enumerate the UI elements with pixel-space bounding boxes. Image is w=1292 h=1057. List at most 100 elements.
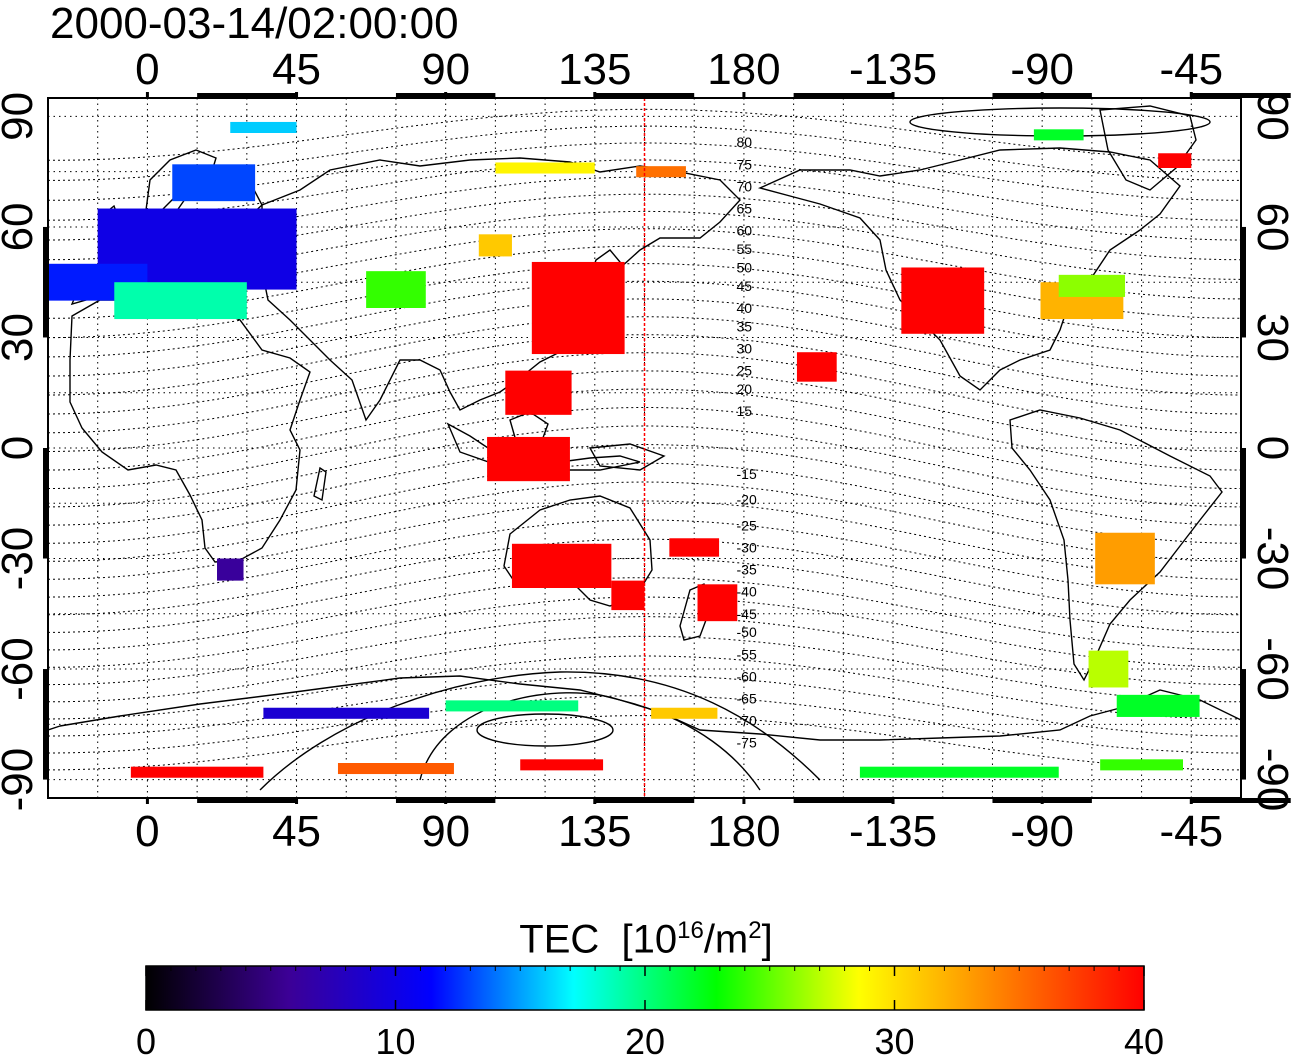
tec-patch bbox=[495, 162, 595, 174]
tec-patch bbox=[1033, 129, 1084, 141]
x-tick-label-bottom: -45 bbox=[1159, 807, 1223, 856]
tec-patch bbox=[1088, 650, 1129, 688]
frame-ticks bbox=[43, 92, 1291, 804]
axis-tick-labels: 0 0 45 45 90 90 135 135 180 180 -135 -135 -90 -90 -45 -… bbox=[0, 45, 1292, 856]
frame-bar bbox=[793, 798, 894, 803]
colorbar-unit-base: 10 bbox=[632, 917, 678, 962]
contour-label: -35 bbox=[737, 562, 757, 578]
contour-label: 60 bbox=[737, 223, 753, 239]
tec-patch bbox=[531, 261, 625, 355]
tec-patch bbox=[697, 584, 738, 622]
y-tick-label-right: 90 bbox=[1248, 92, 1292, 141]
x-tick-label-bottom: 90 bbox=[421, 807, 470, 856]
coastline-africa bbox=[69, 299, 311, 563]
contour-label: 40 bbox=[737, 300, 753, 316]
y-tick-label-left: -90 bbox=[0, 748, 42, 812]
tec-patch bbox=[901, 267, 985, 334]
geomagnetic-contour bbox=[48, 481, 1241, 562]
colorbar-tick-label: 0 bbox=[136, 1021, 156, 1057]
geomagnetic-contour bbox=[48, 462, 1241, 544]
frame-tick bbox=[145, 92, 149, 98]
x-tick-label-bottom: -90 bbox=[1010, 807, 1074, 856]
frame-bar bbox=[197, 93, 297, 98]
coastline-south-america bbox=[1009, 409, 1223, 682]
frame-tick bbox=[145, 798, 149, 804]
map-title: 2000-03-14/02:00:00 bbox=[50, 0, 459, 48]
contour-label: 25 bbox=[737, 363, 753, 379]
geomagnetic-contour bbox=[48, 500, 1241, 580]
contour-label: -40 bbox=[737, 584, 757, 600]
tec-patch bbox=[1095, 532, 1155, 585]
tec-patch bbox=[1116, 694, 1200, 717]
x-tick-label-top: -45 bbox=[1159, 45, 1223, 94]
geomagnetic-contour bbox=[48, 388, 1241, 471]
frame-bar bbox=[1241, 669, 1246, 780]
tec-patch bbox=[217, 558, 244, 581]
x-tick-label-top: 0 bbox=[135, 45, 159, 94]
x-tick-label-bottom: -135 bbox=[849, 807, 937, 856]
colorbar-title: TEC [1016/m2] bbox=[519, 917, 773, 962]
contour-label: -50 bbox=[737, 624, 757, 640]
x-tick-label-top: 180 bbox=[707, 45, 780, 94]
coastline-newzealand bbox=[679, 583, 713, 641]
frame-bar bbox=[992, 93, 1092, 98]
y-tick-label-right: 60 bbox=[1248, 202, 1292, 251]
tec-patch bbox=[1058, 274, 1126, 297]
colorbar-unit-div: /m bbox=[703, 917, 749, 962]
colorbar-tick-label: 30 bbox=[874, 1021, 914, 1057]
coastline-asia bbox=[261, 157, 741, 422]
colorbar-unit-exp: 16 bbox=[677, 917, 704, 944]
frame-tick bbox=[742, 798, 746, 804]
colorbar-unit-sq: 2 bbox=[748, 917, 762, 944]
frame-bar bbox=[43, 226, 48, 338]
contour-label: -65 bbox=[737, 691, 757, 707]
frame-bar bbox=[1191, 93, 1291, 98]
contour-label: 55 bbox=[737, 241, 753, 257]
tec-patch bbox=[114, 282, 247, 320]
geomagnetic-contour bbox=[48, 695, 1241, 754]
y-tick-label-right: -60 bbox=[1248, 637, 1292, 701]
lat-lon-grid bbox=[48, 98, 1241, 798]
tec-patch bbox=[337, 763, 454, 775]
tec-patch bbox=[636, 166, 686, 178]
frame-bar bbox=[43, 448, 48, 559]
contour-label: 50 bbox=[737, 259, 753, 275]
frame-tick bbox=[742, 92, 746, 98]
tec-patch bbox=[859, 766, 1059, 778]
y-tick-label-left: 90 bbox=[0, 92, 42, 141]
x-tick-label-bottom: 135 bbox=[558, 807, 631, 856]
contour-label: -60 bbox=[737, 668, 757, 684]
geomagnetic-contour bbox=[48, 616, 1241, 686]
frame-bar bbox=[1241, 226, 1246, 338]
contour-label: -30 bbox=[737, 539, 757, 555]
x-tick-label-top: -90 bbox=[1010, 45, 1074, 94]
geomagnetic-contour bbox=[48, 425, 1241, 508]
coastline-antarctica bbox=[48, 675, 1241, 798]
frame-bar bbox=[594, 798, 695, 803]
contour-label: 70 bbox=[737, 178, 753, 194]
contour-label: 35 bbox=[737, 318, 753, 334]
tec-patch bbox=[1158, 153, 1192, 168]
y-tick-label-right: 30 bbox=[1248, 313, 1292, 362]
geomagnetic-pole-contours bbox=[259, 107, 1211, 791]
contour-label: -45 bbox=[737, 606, 757, 622]
contour-label: 15 bbox=[737, 403, 753, 419]
y-tick-label-left: 30 bbox=[0, 313, 42, 362]
frame-bar bbox=[395, 798, 496, 803]
y-tick-label-left: 0 bbox=[0, 436, 42, 460]
colorbar-tick-label: 40 bbox=[1124, 1021, 1164, 1057]
south-pole-contour-outer bbox=[419, 692, 761, 791]
tec-patch bbox=[478, 234, 512, 257]
contour-label: 45 bbox=[737, 278, 753, 294]
tec-patch bbox=[505, 370, 572, 415]
geomagnetic-contour bbox=[48, 245, 1241, 319]
x-tick-label-bottom: 0 bbox=[135, 807, 159, 856]
y-tick-label-left: -60 bbox=[0, 637, 42, 701]
tec-patch bbox=[263, 707, 430, 719]
y-tick-label-right: -30 bbox=[1248, 527, 1292, 591]
tec-patch bbox=[487, 436, 570, 482]
contour-label: 65 bbox=[737, 201, 753, 217]
tec-patch bbox=[172, 164, 256, 202]
coastline-madagascar bbox=[313, 466, 327, 502]
